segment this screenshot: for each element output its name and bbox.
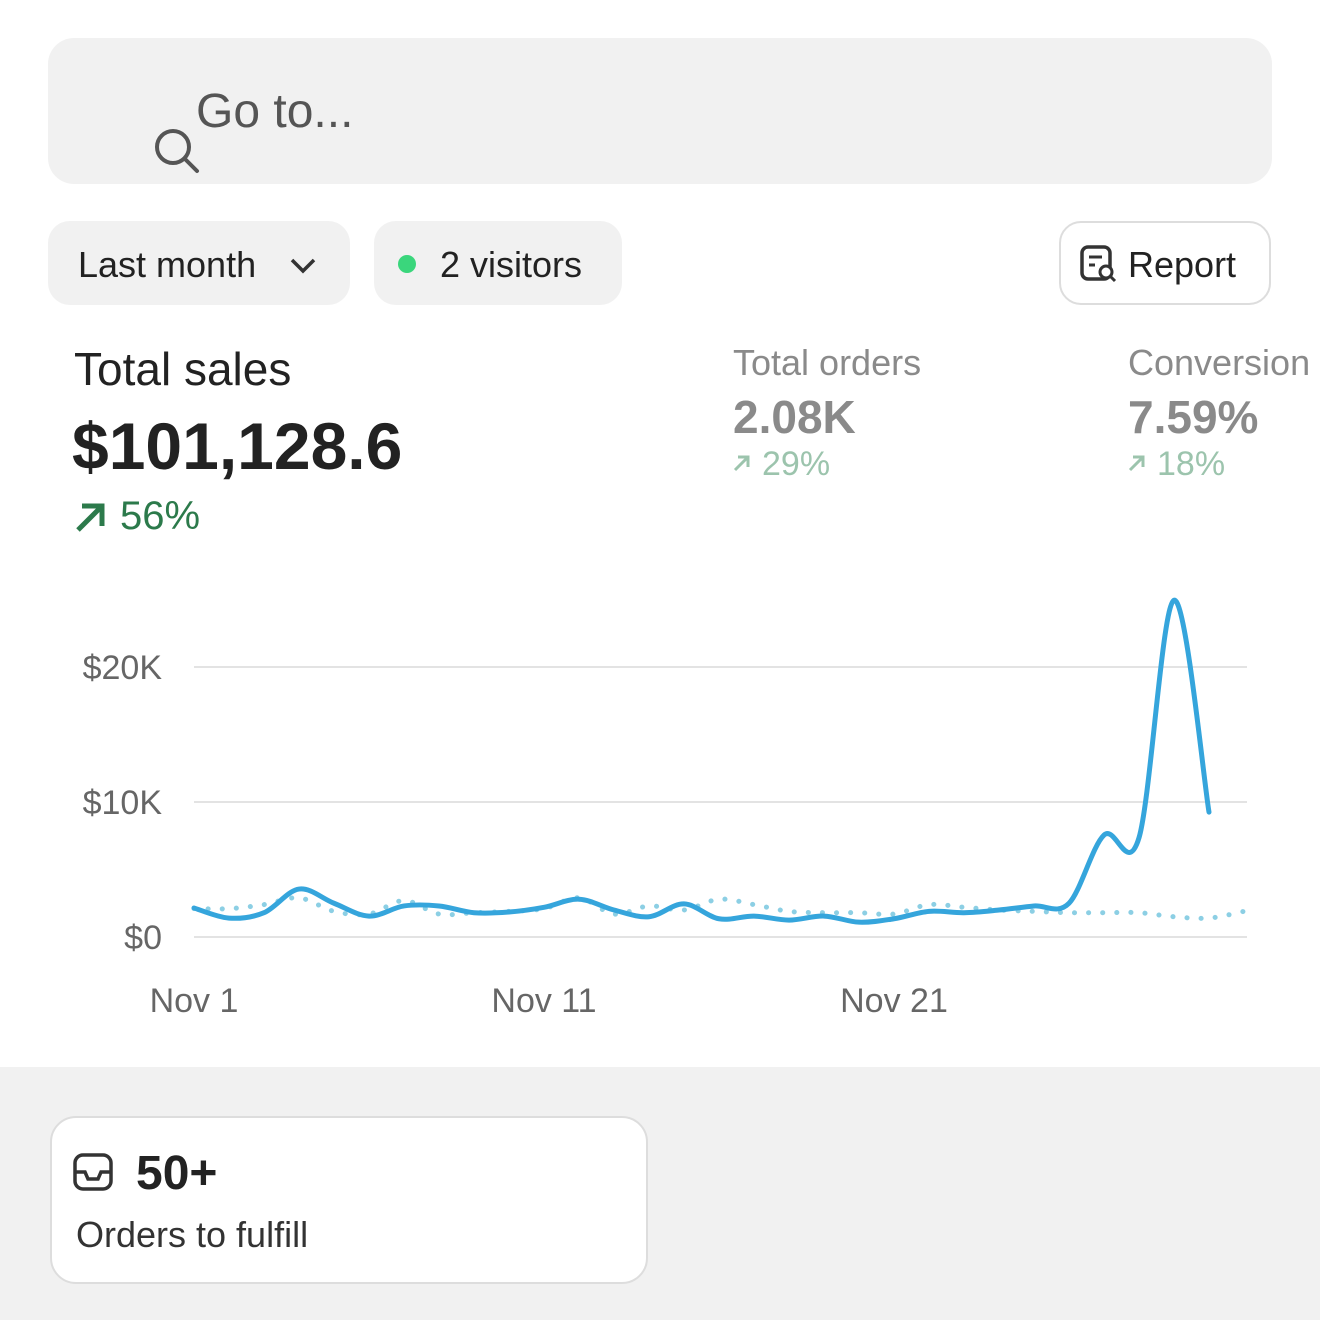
- sales-chart: $0 $10K $20K Nov 1 Nov 11 Nov 21: [83, 597, 1247, 1020]
- metric-change: 29%: [762, 445, 831, 483]
- x-tick-label: Nov 11: [491, 982, 596, 1020]
- task-label: Orders to fulfill: [76, 1214, 309, 1255]
- metric-value: $101,128.6: [72, 409, 403, 483]
- report-label: Report: [1128, 244, 1237, 285]
- up-arrow: [1128, 455, 1145, 472]
- search-bar[interactable]: [48, 38, 1272, 184]
- y-tick-label: $0: [124, 919, 162, 957]
- report-icon: [1080, 245, 1117, 283]
- task-card[interactable]: [50, 1116, 648, 1284]
- metric-value: 7.59%: [1128, 391, 1259, 443]
- previous-line: [191, 895, 1247, 921]
- search-placeholder: Go to...: [196, 85, 354, 138]
- search-icon: [155, 129, 199, 173]
- metric-label: Total sales: [74, 343, 292, 395]
- period-button[interactable]: [48, 221, 350, 305]
- period-label: Last month: [78, 244, 257, 285]
- y-tick-label: $20K: [83, 649, 163, 687]
- metric-change: 56%: [120, 494, 201, 538]
- inbox-icon: [73, 1153, 113, 1191]
- up-arrow: [733, 455, 750, 472]
- visitors-label: 2 visitors: [440, 244, 583, 285]
- task-count: 50+: [136, 1147, 218, 1200]
- y-tick-label: $10K: [83, 784, 163, 822]
- metric-label: Total orders: [733, 342, 922, 383]
- current-line: [191, 597, 1212, 925]
- x-tick-label: Nov 21: [840, 982, 948, 1020]
- metric-value: 2.08K: [733, 391, 856, 443]
- chevron: [290, 258, 316, 274]
- metric-label: Conversion: [1128, 342, 1311, 383]
- metric-change: 18%: [1157, 445, 1226, 483]
- report-button[interactable]: [1059, 221, 1271, 305]
- x-tick-label: Nov 1: [150, 982, 239, 1020]
- live-dot: [398, 255, 416, 273]
- up-arrow: [76, 503, 105, 532]
